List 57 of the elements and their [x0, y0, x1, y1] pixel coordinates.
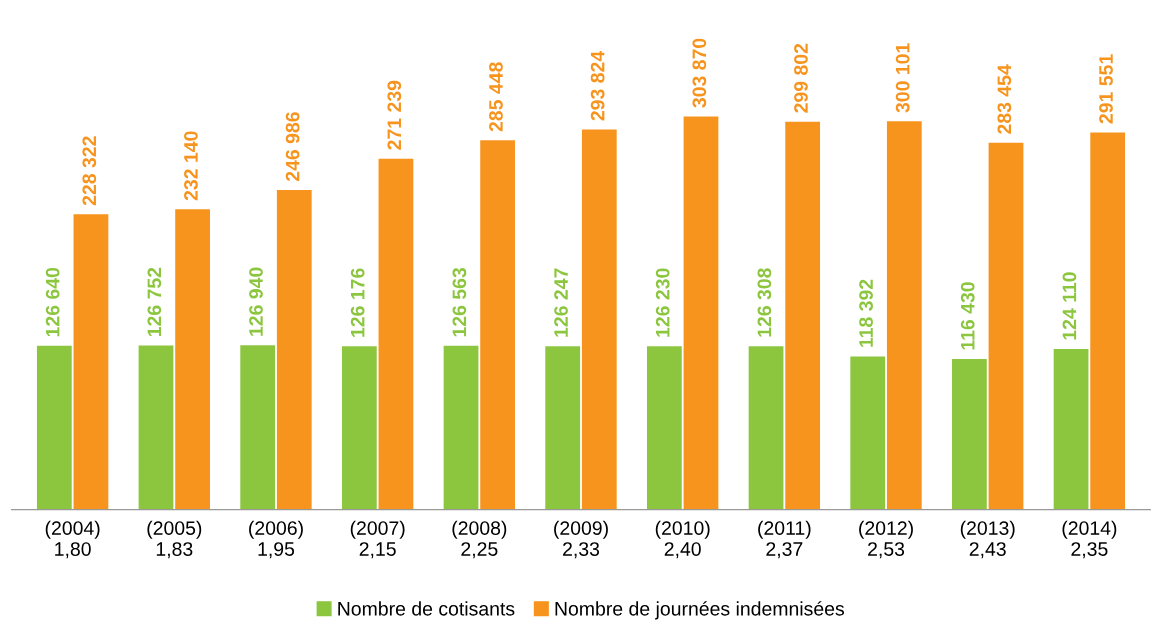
data-label: 118 392: [859, 279, 873, 347]
data-label: 126 176: [350, 268, 365, 337]
data-label: 285 448: [489, 62, 503, 132]
data-label: 126 247: [554, 268, 568, 337]
bar: [581, 129, 617, 510]
bar: [175, 209, 210, 510]
data-label: 232 140: [184, 131, 198, 201]
x-tick-label: (2004) 1,80: [45, 520, 100, 559]
bar: [1090, 132, 1126, 510]
bar: [988, 142, 1024, 510]
data-label: 291 551: [1099, 54, 1113, 124]
bar: [1053, 349, 1089, 510]
bar: [276, 190, 312, 510]
data-label: 126 230: [655, 268, 670, 337]
x-tick-label: (2012) 2,53: [859, 520, 913, 559]
legend-label: Nombre de journées indemnisées: [555, 601, 844, 620]
data-label: 126 940: [249, 267, 263, 336]
legend-label: Nombre de cotisants: [338, 601, 515, 616]
data-label: 293 824: [590, 50, 605, 121]
data-label: 126 640: [45, 267, 60, 337]
data-label: 271 239: [387, 80, 402, 150]
x-tick-label: (2011) 2,37: [758, 520, 811, 559]
bar: [240, 345, 276, 510]
x-tick-label: (2008) 2,25: [452, 520, 507, 559]
bar: [443, 345, 479, 510]
bar: [646, 346, 682, 510]
x-tick-label: (2014) 2,35: [1062, 520, 1117, 559]
bar: [886, 121, 922, 510]
bar: [36, 345, 72, 510]
data-label: 116 430: [960, 282, 975, 350]
data-label: 303 870: [692, 38, 707, 108]
bar: [138, 345, 174, 510]
bar: [683, 116, 719, 510]
x-tick-label: (2009) 2,33: [554, 520, 608, 559]
data-label: 126 752: [147, 267, 162, 337]
data-label: 126 563: [452, 267, 467, 337]
x-tick-label: (2005) 1,83: [147, 520, 202, 559]
bar: [785, 121, 821, 510]
data-label: 228 322: [82, 136, 97, 206]
bar: [850, 356, 886, 510]
data-label: 300 101: [895, 43, 910, 113]
x-tick-label: (2007) 2,15: [350, 520, 405, 559]
bar: [952, 358, 987, 510]
data-label: 246 986: [285, 112, 300, 182]
data-label: 124 110: [1062, 272, 1077, 340]
bar: [545, 346, 581, 510]
bar: [341, 346, 377, 510]
bar: [73, 214, 109, 510]
bar: [748, 346, 784, 510]
bar: [378, 158, 414, 510]
data-label: 126 308: [757, 268, 772, 337]
data-label: 299 802: [794, 43, 808, 113]
data-label: 283 454: [997, 64, 1012, 134]
x-tick-label: (2010) 2,40: [655, 520, 710, 559]
x-tick-label: (2013) 2,43: [960, 520, 1015, 559]
x-tick-label: (2006) 1,95: [249, 520, 303, 559]
bar: [480, 140, 516, 510]
